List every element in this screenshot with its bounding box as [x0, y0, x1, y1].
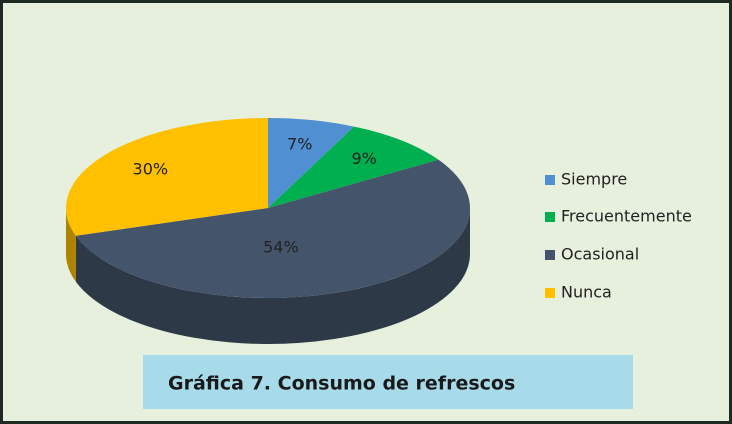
slice	[75, 159, 471, 298]
legend-swatch	[545, 212, 555, 222]
legend-label: Ocasional	[561, 245, 639, 264]
legend-label: Nunca	[561, 283, 612, 302]
legend-label: Siempre	[561, 170, 627, 189]
chart-title: Gráfica 7. Consumo de refrescos	[168, 373, 515, 395]
legend-swatch	[545, 175, 555, 185]
data-label: 9%	[351, 149, 376, 168]
legend: Siempre Frecuentemente Ocasional Nunca	[545, 170, 692, 302]
slice-side	[75, 208, 470, 344]
slice	[268, 118, 355, 208]
data-label: 7%	[287, 134, 312, 153]
slice-side	[66, 208, 76, 282]
data-label: 54%	[263, 238, 299, 257]
title-box	[143, 355, 633, 409]
slice	[65, 118, 268, 236]
data-label: 30%	[133, 159, 169, 178]
legend-swatch	[545, 250, 555, 260]
legend-swatch	[545, 288, 555, 298]
slice	[268, 126, 439, 208]
pie: 7% 9% 54% 30%	[65, 118, 471, 344]
legend-label: Frecuentemente	[561, 207, 692, 226]
